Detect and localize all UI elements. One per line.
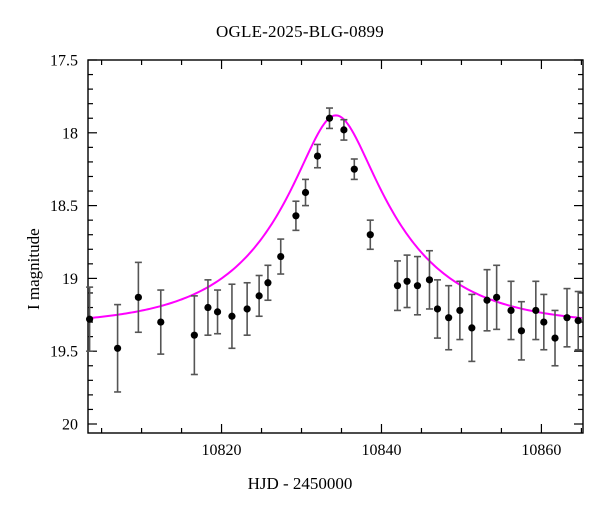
svg-text:18: 18 (62, 125, 78, 142)
model-curve (87, 114, 582, 320)
axis-ticks (88, 59, 583, 433)
axis-tick-labels: 10820 10840 10860 17.5 18 18.5 19 19.5 20 (50, 53, 561, 460)
svg-text:10840: 10840 (361, 442, 401, 459)
plot-frame (87, 59, 584, 434)
x-axis-label: HJD - 2450000 (247, 474, 353, 493)
svg-text:18.5: 18.5 (50, 198, 78, 215)
page-title: OGLE-2025-BLG-0899 (216, 22, 384, 41)
y-axis-label: I magnitude (24, 228, 43, 310)
svg-text:10820: 10820 (202, 442, 242, 459)
svg-text:20: 20 (62, 417, 78, 434)
error-bars (86, 107, 582, 393)
svg-text:19.5: 19.5 (50, 344, 78, 361)
svg-text:10860: 10860 (521, 442, 561, 459)
svg-text:19: 19 (62, 271, 78, 288)
data-points (85, 114, 582, 352)
svg-text:17.5: 17.5 (50, 53, 78, 70)
